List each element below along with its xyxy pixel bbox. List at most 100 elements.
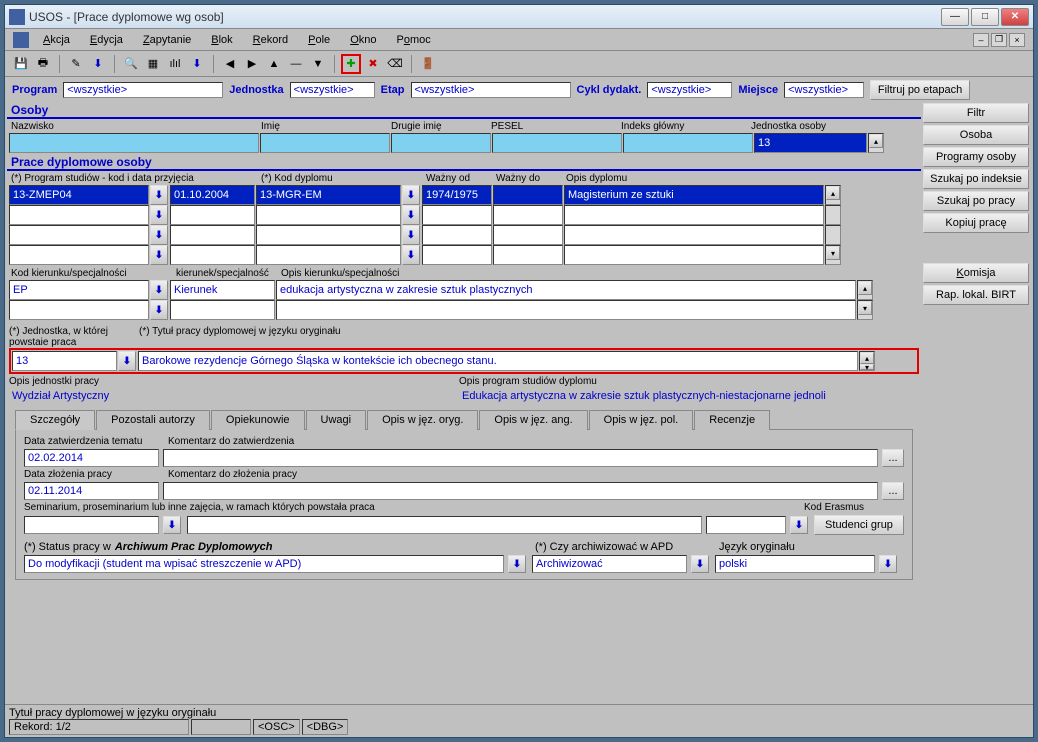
empty-cell[interactable]: [256, 225, 401, 245]
prace-wod[interactable]: 1974/1975: [422, 185, 492, 205]
drop-icon[interactable]: ⬇: [118, 351, 136, 371]
osoba-imie[interactable]: [260, 133, 390, 153]
empty-cell[interactable]: [564, 205, 824, 225]
save-icon[interactable]: 💾: [11, 54, 31, 74]
drop-icon[interactable]: ⬇: [691, 555, 709, 573]
input-jezyk[interactable]: polski: [715, 555, 875, 573]
kierunek-opis[interactable]: edukacja artystyczna w zakresie sztuk pl…: [276, 280, 856, 300]
input-kom-zatw[interactable]: [163, 449, 878, 467]
drop-icon[interactable]: ⬇: [150, 280, 168, 300]
dash-icon[interactable]: —: [286, 54, 306, 74]
programy-button[interactable]: Programy osoby: [923, 147, 1029, 167]
scroll-up-icon[interactable]: ▴: [858, 281, 872, 295]
menu-pomoc[interactable]: Pomoc: [391, 32, 437, 48]
empty-cell[interactable]: [564, 245, 824, 265]
scroll-up-icon[interactable]: ▴: [826, 186, 840, 200]
empty-cell[interactable]: [9, 245, 149, 265]
tab-opiekunowie[interactable]: Opiekunowie: [211, 410, 305, 430]
prev-icon[interactable]: ◀: [220, 54, 240, 74]
input-data-zloz[interactable]: 02.11.2014: [24, 482, 159, 500]
ellipsis-button[interactable]: ...: [882, 482, 904, 500]
kierunek-ks[interactable]: Kierunek: [170, 280, 275, 300]
drop-icon[interactable]: ⬇: [402, 245, 420, 265]
down-icon[interactable]: ⬇: [88, 54, 108, 74]
drop-icon[interactable]: ⬇: [150, 185, 168, 205]
empty-cell[interactable]: [256, 205, 401, 225]
drop-icon[interactable]: ⬇: [879, 555, 897, 573]
mdi-minimize[interactable]: –: [973, 33, 989, 47]
print-icon[interactable]: 🖶: [33, 54, 53, 74]
drop-icon[interactable]: ⬇: [402, 225, 420, 245]
empty-cell[interactable]: [422, 225, 492, 245]
kopiuj-button[interactable]: Kopiuj pracę: [923, 213, 1029, 233]
filtr-button[interactable]: Filtr: [923, 103, 1029, 123]
filter-jednostka-value[interactable]: <wszystkie>: [290, 82, 375, 98]
maximize-button[interactable]: □: [971, 8, 999, 26]
scroll-down-icon[interactable]: ▾: [860, 364, 874, 370]
empty-cell[interactable]: [493, 225, 563, 245]
prace-data[interactable]: 01.10.2004: [170, 185, 255, 205]
drop-icon[interactable]: ⬇: [402, 205, 420, 225]
mdi-close[interactable]: ×: [1009, 33, 1025, 47]
exit-icon[interactable]: 🚪: [418, 54, 438, 74]
tab-oryg[interactable]: Opis w jęz. oryg.: [367, 410, 478, 430]
tab-ang[interactable]: Opis w jęz. ang.: [479, 410, 587, 430]
empty-cell[interactable]: [9, 205, 149, 225]
empty-cell[interactable]: [170, 245, 255, 265]
tab-autorzy[interactable]: Pozostali autorzy: [96, 410, 210, 430]
menu-rekord[interactable]: Rekord: [247, 32, 294, 48]
filtruj-button[interactable]: Filtruj po etapach: [870, 80, 970, 100]
edit-icon[interactable]: ✎: [66, 54, 86, 74]
osoba-indeks[interactable]: [623, 133, 753, 153]
menu-pole[interactable]: Pole: [302, 32, 336, 48]
scroll-up-icon[interactable]: ▴: [869, 134, 883, 148]
drop-icon[interactable]: ⬇: [790, 516, 808, 534]
prace-opis[interactable]: Magisterium ze sztuki: [564, 185, 824, 205]
scroll-down-icon[interactable]: ▾: [858, 301, 872, 315]
filter-etap-value[interactable]: <wszystkie>: [411, 82, 571, 98]
drop-icon[interactable]: ⬇: [150, 245, 168, 265]
add-icon[interactable]: ✚: [341, 54, 361, 74]
menu-akcja[interactable]: Akcja: [37, 32, 76, 48]
szukaj-pracy-button[interactable]: Szukaj po pracy: [923, 191, 1029, 211]
empty-cell[interactable]: [493, 205, 563, 225]
ellipsis-button[interactable]: ...: [882, 449, 904, 467]
tab-pol[interactable]: Opis w jęz. pol.: [589, 410, 694, 430]
input-kom-zloz[interactable]: [163, 482, 878, 500]
empty-cell[interactable]: [170, 300, 275, 320]
empty-cell[interactable]: [422, 205, 492, 225]
osoba-nazwisko[interactable]: [9, 133, 259, 153]
filter-icon[interactable]: ▦: [143, 54, 163, 74]
rap-button[interactable]: Rap. lokal. BIRT: [923, 285, 1029, 305]
next-icon[interactable]: ▶: [242, 54, 262, 74]
kierunek-kod[interactable]: EP: [9, 280, 149, 300]
up-icon[interactable]: ▲: [264, 54, 284, 74]
input-erasmus[interactable]: [706, 516, 786, 534]
osoba-button[interactable]: Osoba: [923, 125, 1029, 145]
prace-wdo[interactable]: [493, 185, 563, 205]
empty-cell[interactable]: [276, 300, 856, 320]
clear-icon[interactable]: ⌫: [385, 54, 405, 74]
osoba-jednostka[interactable]: 13: [754, 133, 867, 153]
search-icon[interactable]: 🔍: [121, 54, 141, 74]
input-sem1[interactable]: [24, 516, 159, 534]
menu-zapytanie[interactable]: Zapytanie: [137, 32, 197, 48]
cancel-icon[interactable]: ✖: [363, 54, 383, 74]
menu-okno[interactable]: Okno: [344, 32, 382, 48]
down3-icon[interactable]: ▼: [308, 54, 328, 74]
empty-cell[interactable]: [493, 245, 563, 265]
mdi-restore[interactable]: ❐: [991, 33, 1007, 47]
osoba-drugie[interactable]: [391, 133, 491, 153]
prace-kod[interactable]: 13-MGR-EM: [256, 185, 401, 205]
down2-icon[interactable]: ⬇: [187, 54, 207, 74]
chart-icon[interactable]: ılıl: [165, 54, 185, 74]
input-data-zatw[interactable]: 02.02.2014: [24, 449, 159, 467]
komisja-button[interactable]: Komisja: [923, 263, 1029, 283]
menu-edycja[interactable]: Edycja: [84, 32, 129, 48]
input-status[interactable]: Do modyfikacji (student ma wpisać stresz…: [24, 555, 504, 573]
empty-cell[interactable]: [170, 225, 255, 245]
empty-cell[interactable]: [170, 205, 255, 225]
empty-cell[interactable]: [256, 245, 401, 265]
empty-cell[interactable]: [9, 225, 149, 245]
drop-icon[interactable]: ⬇: [508, 555, 526, 573]
